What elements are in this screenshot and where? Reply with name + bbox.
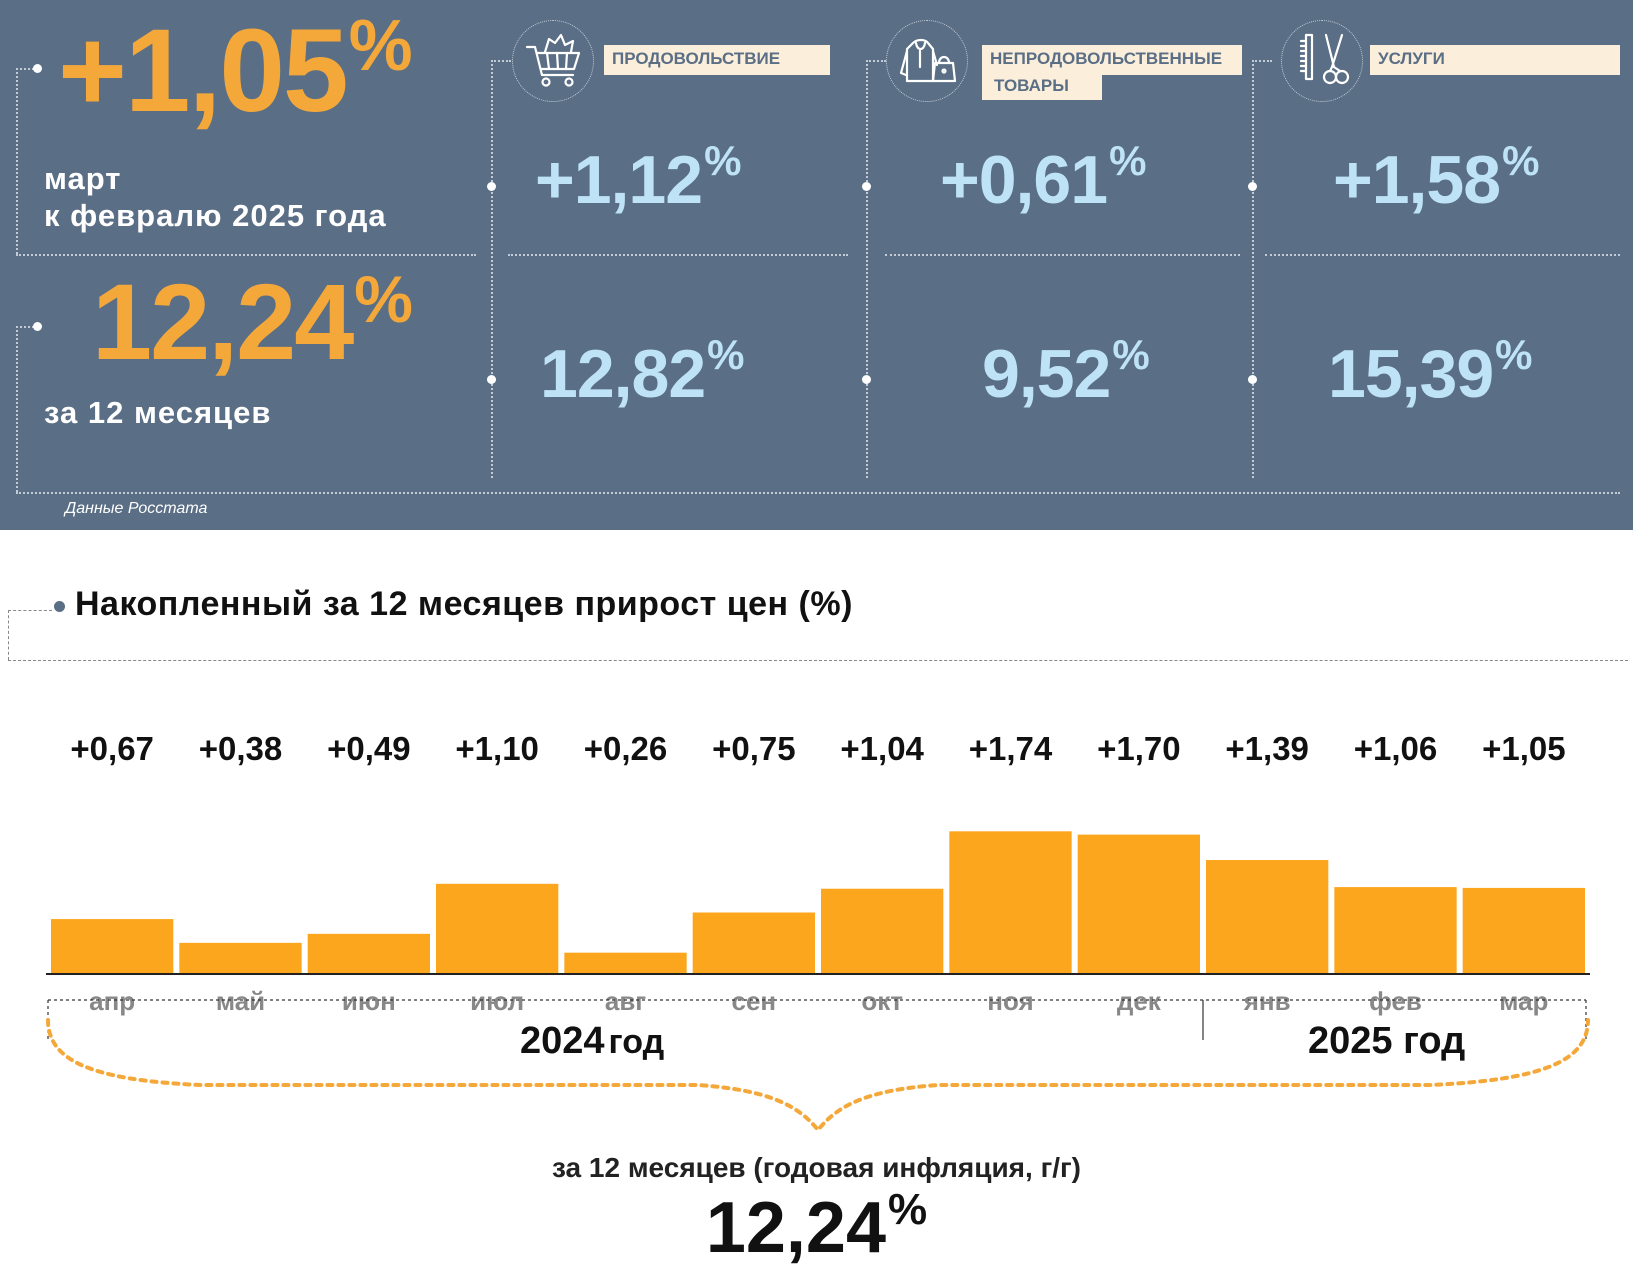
value-label-мар: +1,05 [1482, 730, 1566, 767]
category-nonfood-annual: 9,52% [982, 331, 1150, 412]
value-label-май: +0,38 [199, 730, 283, 767]
category-label-июн: июн [342, 986, 396, 1016]
annual-inflation-total: 12,24% [705, 1185, 928, 1268]
summary-panel: +1,05% март к февралю 2025 года 12,24% з… [0, 0, 1633, 530]
connector-dot [862, 375, 871, 384]
value-label-июн: +0,49 [327, 730, 411, 767]
bar-фев [1334, 887, 1457, 974]
scissors-comb-icon [1281, 20, 1363, 102]
bar-янв [1206, 860, 1329, 974]
annual-inflation-caption: за 12 месяцев (годовая инфляция, г/г) [552, 1152, 1081, 1183]
value-label-окт: +1,04 [840, 730, 924, 767]
frame-line [508, 254, 848, 256]
section-frame-line [8, 660, 1628, 661]
category-services-monthly: +1,58% [1333, 137, 1539, 218]
category-label-дек: дек [1117, 986, 1162, 1016]
value-label-авг: +0,26 [584, 730, 668, 767]
section-frame-line [8, 610, 9, 660]
column-divider [1252, 60, 1254, 478]
value-label-июл: +1,10 [455, 730, 539, 767]
bar-мар [1462, 887, 1585, 974]
year-label-2024: 2024 год [510, 1020, 675, 1063]
category-label-май: май [216, 986, 265, 1016]
bar-ноя [949, 831, 1072, 974]
monthly-inflation-value: +1,05% [58, 5, 413, 137]
bar-сен [692, 912, 815, 974]
value-label-апр: +0,67 [70, 730, 154, 767]
column-divider [491, 60, 493, 478]
section-frame-line [8, 610, 52, 611]
connector-dot [33, 322, 42, 331]
value-label-дек: +1,70 [1097, 730, 1181, 767]
monthly-label-line2: к февралю 2025 года [44, 198, 387, 233]
bar-chart: +0,67 апр +0,38 май +0,49 июн +1,10 июл +0,26 авг… [46, 730, 1590, 1134]
value-label-ноя: +1,74 [969, 730, 1053, 767]
category-label-янв: янв [1243, 986, 1291, 1016]
annual-inflation-label: за 12 месяцев [44, 395, 272, 430]
category-label-ноя: ноя [987, 986, 1033, 1016]
frame-line [885, 254, 1240, 256]
title-bullet [54, 601, 65, 612]
connector-dot [33, 64, 42, 73]
value-label-фев: +1,06 [1354, 730, 1438, 767]
bar-июн [307, 933, 430, 974]
category-label-nonfood: НЕПРОДОВОЛЬСТВЕННЫЕ [982, 45, 1242, 75]
bar-май [179, 942, 302, 974]
column-divider [866, 60, 868, 478]
frame-line [16, 68, 18, 254]
category-label-июл: июл [470, 986, 524, 1016]
frame-line [16, 492, 1620, 494]
clothes-icon [886, 20, 968, 102]
category-label-фев: фев [1369, 986, 1422, 1016]
category-label-services: УСЛУГИ [1370, 45, 1620, 75]
connector-dot [862, 182, 871, 191]
annual-brace [46, 1018, 1590, 1134]
category-label-nonfood-line2: ТОВАРЫ [982, 72, 1102, 100]
annual-inflation-value: 12,24% [92, 261, 413, 382]
connector-dot [487, 375, 496, 384]
frame-line [1265, 254, 1620, 256]
source-note: Данные Росстата [65, 500, 208, 517]
frame-line [491, 60, 511, 62]
bar-авг [564, 952, 687, 974]
category-nonfood-monthly: +0,61% [940, 137, 1146, 218]
bar-июл [436, 883, 559, 974]
category-food-monthly: +1,12% [535, 137, 741, 218]
frame-line [16, 254, 476, 256]
category-label-апр: апр [89, 986, 135, 1016]
connector-dot [487, 182, 496, 191]
bar-дек [1077, 834, 1200, 974]
category-label-авг: авг [605, 986, 646, 1016]
shopping-cart-icon [512, 20, 594, 102]
chart-title: Накопленный за 12 месяцев прирост цен (%… [75, 585, 853, 623]
bar-окт [821, 888, 944, 974]
monthly-label-line1: март [44, 161, 122, 196]
value-label-янв: +1,39 [1225, 730, 1309, 767]
value-label-сен: +0,75 [712, 730, 796, 767]
frame-line [866, 60, 886, 62]
connector-dot [1248, 375, 1257, 384]
frame-line [16, 68, 38, 70]
frame-line [16, 326, 18, 492]
category-label-food: ПРОДОВОЛЬСТВИЕ [604, 45, 830, 75]
monthly-inflation-label: март к февралю 2025 года [44, 160, 387, 234]
category-label-окт: окт [861, 986, 903, 1016]
bar-апр [51, 919, 174, 974]
frame-line [1252, 60, 1272, 62]
category-label-сен: сен [732, 986, 777, 1016]
category-label-мар: мар [1499, 986, 1548, 1016]
category-services-annual: 15,39% [1328, 331, 1533, 412]
category-food-annual: 12,82% [540, 331, 745, 412]
connector-dot [1248, 182, 1257, 191]
year-label-2025: 2025 год [1298, 1020, 1476, 1063]
frame-line [16, 326, 38, 328]
